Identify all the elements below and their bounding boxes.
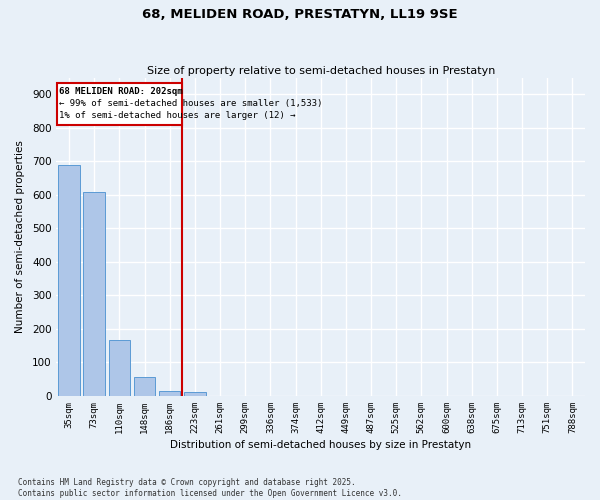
Title: Size of property relative to semi-detached houses in Prestatyn: Size of property relative to semi-detach… bbox=[146, 66, 495, 76]
Text: Contains HM Land Registry data © Crown copyright and database right 2025.
Contai: Contains HM Land Registry data © Crown c… bbox=[18, 478, 402, 498]
Text: 1% of semi-detached houses are larger (12) →: 1% of semi-detached houses are larger (1… bbox=[59, 111, 295, 120]
Text: 68, MELIDEN ROAD, PRESTATYN, LL19 9SE: 68, MELIDEN ROAD, PRESTATYN, LL19 9SE bbox=[142, 8, 458, 20]
Bar bbox=[83, 192, 105, 396]
Text: ← 99% of semi-detached houses are smaller (1,533): ← 99% of semi-detached houses are smalle… bbox=[59, 99, 322, 108]
X-axis label: Distribution of semi-detached houses by size in Prestatyn: Distribution of semi-detached houses by … bbox=[170, 440, 471, 450]
Bar bbox=[184, 392, 206, 396]
Bar bbox=[109, 340, 130, 396]
Bar bbox=[134, 376, 155, 396]
Bar bbox=[159, 391, 181, 396]
Text: 68 MELIDEN ROAD: 202sqm: 68 MELIDEN ROAD: 202sqm bbox=[59, 86, 182, 96]
Bar bbox=[58, 165, 80, 396]
Y-axis label: Number of semi-detached properties: Number of semi-detached properties bbox=[15, 140, 25, 333]
FancyBboxPatch shape bbox=[57, 82, 182, 125]
